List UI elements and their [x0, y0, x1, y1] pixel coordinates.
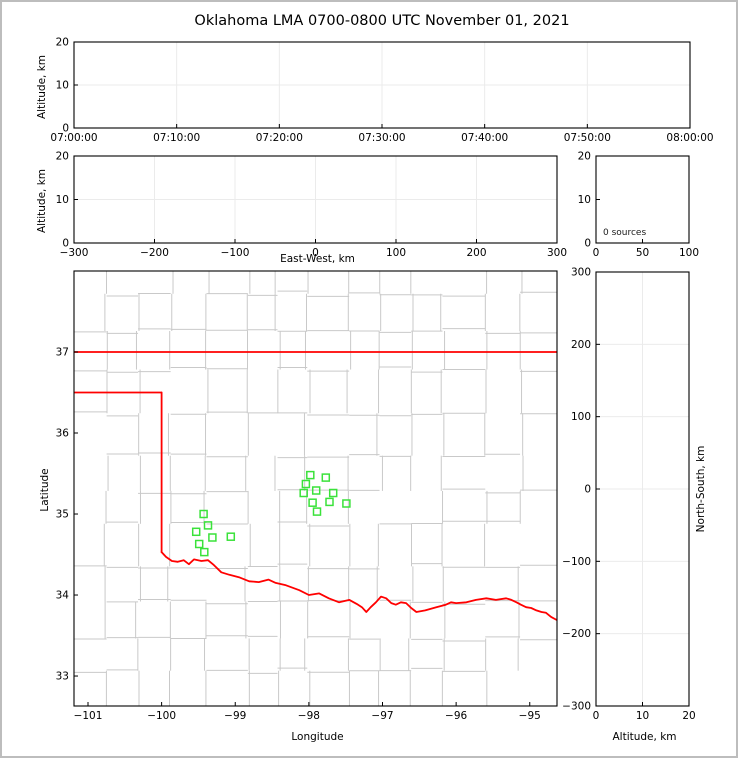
map-x-tick-label: −95 [519, 710, 541, 722]
ns_height-y-tick-label: 200 [571, 339, 591, 351]
time_height-x-tick-label: 07:50:00 [564, 132, 611, 144]
lma-station-marker [191, 527, 201, 537]
ns_height-y-tick-label: 100 [571, 411, 591, 423]
map-x-tick-label: −96 [445, 710, 467, 722]
ew_height-x-tick-label: −100 [221, 247, 250, 259]
time_height-x-tick-label: 08:00:00 [666, 132, 713, 144]
ns-height-ylabel: North-South, km [695, 445, 707, 533]
histogram-y-tick-label: 10 [578, 194, 591, 206]
lma-station-marker [200, 547, 209, 557]
ew-height-xlabel: East-West, km [280, 253, 355, 265]
ns_height-y-tick-label: 300 [571, 267, 591, 279]
time_height-x-tick-label: 07:30:00 [358, 132, 405, 144]
map-xlabel: Longitude [291, 731, 344, 743]
lma-station-marker [342, 499, 351, 508]
ew_height-y-tick-label: 20 [56, 151, 69, 163]
histogram-x-tick-label: 0 [593, 247, 600, 259]
ns_height-y-tick-label: −100 [562, 556, 591, 568]
ew-height-ylabel: Altitude, km [36, 168, 48, 234]
time_height-x-tick-label: 07:00:00 [50, 132, 97, 144]
lma-station-marker [312, 507, 322, 516]
ew_height-x-tick-label: −200 [140, 247, 169, 259]
ew_height-y-tick-label: 0 [62, 238, 69, 250]
histogram-y-tick-label: 0 [584, 238, 591, 250]
lma-station-marker [208, 533, 217, 542]
map-panel-frame [73, 270, 558, 707]
time-height-ylabel: Altitude, km [36, 54, 48, 120]
ns_height-x-tick-label: 10 [636, 710, 649, 722]
map-x-tick-label: −101 [74, 710, 103, 722]
map-y-tick-label: 34 [56, 590, 70, 602]
ew_height-x-tick-label: 300 [547, 247, 567, 259]
map-panel-art [74, 271, 557, 706]
ns_height-y-tick-label: −200 [562, 628, 591, 640]
lma-station-marker [199, 509, 208, 519]
lma-station-marker [328, 488, 338, 498]
map-y-tick-label: 35 [56, 509, 69, 521]
ns_height-y-tick-label: −300 [562, 701, 591, 713]
map-y-tick-label: 36 [56, 428, 70, 440]
ns-height-xlabel: Altitude, km [612, 731, 677, 743]
map-y-tick-label: 33 [56, 671, 69, 683]
map-x-tick-label: −100 [147, 710, 176, 722]
lma-station-marker [226, 532, 236, 541]
lma-station-marker [306, 470, 315, 480]
map-y-tick-label: 37 [56, 347, 69, 359]
ns_height-x-tick-label: 0 [593, 710, 600, 722]
ns_height-x-tick-label: 20 [682, 710, 695, 722]
ew_height-x-tick-label: 200 [466, 247, 486, 259]
ew_height-x-tick-label: −300 [60, 247, 89, 259]
ns_height-y-tick-label: 0 [584, 484, 591, 496]
histogram-y-tick-label: 20 [578, 151, 591, 163]
lma-station-marker [203, 521, 213, 530]
time_height-y-tick-label: 20 [56, 37, 69, 49]
map-x-tick-label: −98 [298, 710, 320, 722]
figure-title: Oklahoma LMA 0700-0800 UTC November 01, … [194, 13, 570, 29]
county-lines [74, 271, 557, 706]
ew_height-x-tick-label: 0 [312, 247, 319, 259]
map-x-tick-label: −99 [224, 710, 246, 722]
ew_height-y-tick-label: 10 [56, 194, 69, 206]
lma-station-marker [321, 473, 331, 482]
map-ylabel: Latitude [39, 468, 51, 512]
lma-station-marker [194, 539, 204, 549]
lma-stations [191, 470, 351, 557]
time_height-y-tick-label: 10 [56, 80, 69, 92]
lma-station-marker [325, 497, 334, 507]
lma-station-marker [301, 479, 311, 489]
time_height-x-tick-label: 07:40:00 [461, 132, 508, 144]
time_height-y-tick-label: 0 [62, 123, 69, 135]
lma-station-marker [299, 488, 308, 498]
histogram-x-tick-label: 100 [679, 247, 699, 259]
source-count-annotation: 0 sources [603, 228, 647, 238]
ew_height-x-tick-label: 100 [386, 247, 406, 259]
time_height-x-tick-label: 07:10:00 [153, 132, 200, 144]
histogram-x-tick-label: 50 [636, 247, 649, 259]
lma-station-marker [308, 498, 317, 507]
lma-station-marker [311, 486, 321, 495]
oklahoma-border-red-river [160, 551, 557, 621]
map-x-tick-label: −97 [371, 710, 393, 722]
time_height-x-tick-label: 07:20:00 [256, 132, 303, 144]
